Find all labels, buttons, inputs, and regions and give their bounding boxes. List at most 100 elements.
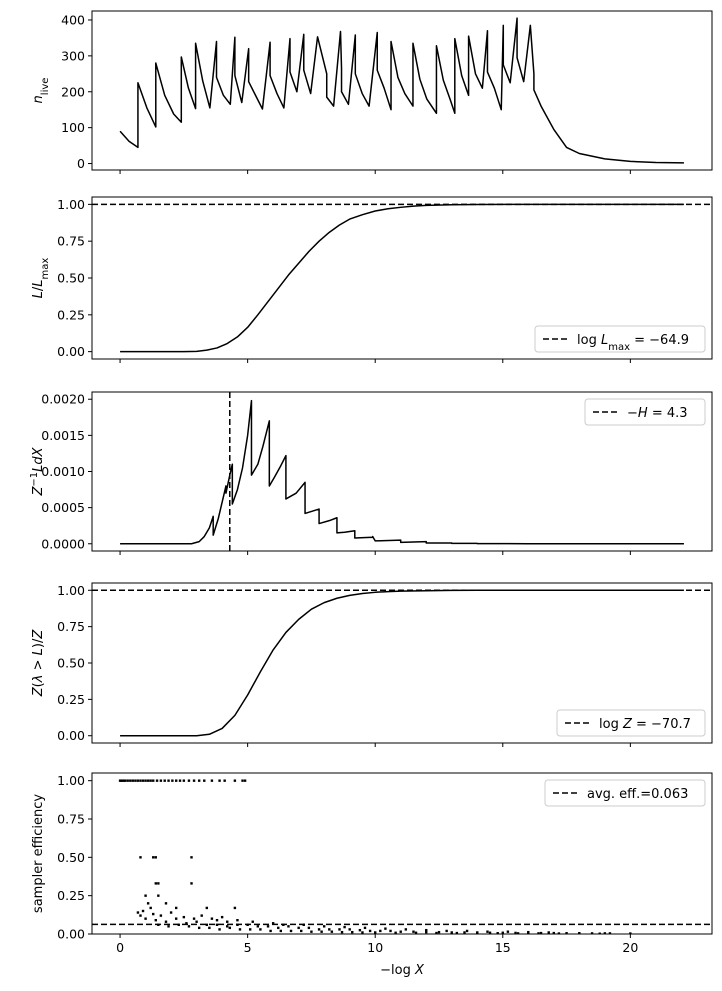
data-point bbox=[338, 928, 341, 931]
data-point bbox=[455, 931, 459, 934]
y-axis-label: Z(λ > L)/Z bbox=[31, 629, 46, 698]
data-point bbox=[144, 779, 147, 782]
data-point bbox=[277, 926, 280, 930]
data-point bbox=[496, 932, 499, 934]
data-point bbox=[205, 906, 209, 910]
data-point bbox=[187, 779, 191, 782]
data-point bbox=[136, 911, 140, 914]
y-tick-label: 1.00 bbox=[57, 583, 85, 598]
data-point bbox=[404, 928, 408, 931]
legend-label: log Lmax = −64.9 bbox=[577, 333, 689, 353]
data-point bbox=[159, 779, 163, 782]
data-point bbox=[208, 926, 211, 930]
y-tick-label: 0.75 bbox=[57, 619, 85, 634]
data-point bbox=[241, 779, 244, 782]
legend-box bbox=[584, 398, 706, 426]
data-point bbox=[287, 925, 290, 928]
data-point bbox=[144, 917, 147, 920]
data-point bbox=[236, 919, 239, 922]
data-point bbox=[514, 931, 517, 934]
series-line bbox=[120, 399, 684, 545]
y-tick-label: 0.0020 bbox=[41, 392, 85, 407]
data-point bbox=[463, 931, 466, 934]
legend: log Z = −70.7 bbox=[556, 709, 706, 737]
data-point bbox=[185, 922, 188, 925]
data-point bbox=[167, 779, 170, 782]
y-tick-label: 0.00 bbox=[57, 927, 85, 942]
x-tick-label: 20 bbox=[622, 940, 638, 955]
data-point bbox=[565, 932, 568, 934]
data-point bbox=[197, 926, 201, 930]
data-point bbox=[629, 932, 632, 934]
chart-panel-5: 0.00 0.25 0.50 0.75 1.00 0 5 10 15 20 sampler effi… bbox=[31, 772, 713, 955]
data-point bbox=[486, 930, 489, 933]
data-point bbox=[603, 932, 607, 934]
data-point bbox=[246, 923, 249, 926]
data-point bbox=[157, 894, 160, 897]
data-point bbox=[154, 919, 157, 922]
data-point bbox=[328, 928, 331, 931]
y-axis-label: sampler efficiency bbox=[31, 794, 46, 913]
data-point bbox=[174, 779, 178, 782]
data-point bbox=[192, 779, 196, 782]
data-point bbox=[445, 929, 448, 933]
data-point bbox=[279, 929, 283, 933]
data-point bbox=[552, 931, 556, 934]
legend-label: log Z = −70.7 bbox=[599, 717, 691, 732]
data-point bbox=[266, 925, 270, 928]
data-point bbox=[210, 917, 214, 920]
data-point bbox=[139, 914, 142, 917]
y-tick-label: 100 bbox=[61, 120, 85, 135]
data-point bbox=[141, 779, 145, 782]
data-point bbox=[152, 912, 155, 916]
data-point bbox=[516, 932, 520, 934]
data-point bbox=[320, 930, 323, 933]
data-point bbox=[368, 929, 372, 933]
data-point bbox=[358, 928, 362, 932]
data-point bbox=[289, 929, 293, 933]
data-point bbox=[243, 779, 247, 782]
data-point bbox=[233, 779, 237, 782]
data-point bbox=[363, 926, 367, 930]
data-point bbox=[139, 779, 142, 782]
y-tick-label: 0.0015 bbox=[41, 428, 85, 443]
data-point bbox=[152, 856, 155, 859]
data-point bbox=[322, 925, 326, 928]
data-point bbox=[399, 930, 402, 933]
y-tick-label: 300 bbox=[61, 48, 85, 63]
y-tick-label: 400 bbox=[61, 12, 85, 27]
chart-panel-1: 0 100 200 300 400 nlive bbox=[31, 10, 713, 174]
data-point bbox=[177, 923, 180, 926]
data-point bbox=[351, 930, 354, 934]
data-point bbox=[205, 923, 209, 926]
y-tick-label: 0.50 bbox=[57, 271, 85, 286]
x-tick-label: 10 bbox=[367, 940, 383, 955]
data-point bbox=[307, 926, 311, 930]
data-point bbox=[590, 932, 594, 934]
data-point bbox=[197, 779, 201, 782]
data-point bbox=[223, 779, 226, 782]
data-point bbox=[167, 925, 170, 928]
legend-box bbox=[544, 779, 706, 807]
data-point bbox=[425, 928, 428, 932]
data-point bbox=[488, 931, 492, 934]
data-point bbox=[374, 931, 377, 934]
data-point bbox=[414, 931, 418, 934]
data-point bbox=[537, 932, 540, 934]
y-tick-label: 1.00 bbox=[57, 197, 85, 212]
data-point bbox=[578, 932, 581, 934]
data-point bbox=[238, 928, 242, 931]
plot-frame bbox=[91, 10, 713, 171]
data-point bbox=[259, 928, 262, 931]
data-point bbox=[122, 779, 126, 782]
data-point bbox=[226, 920, 229, 923]
data-point bbox=[169, 911, 173, 914]
data-point bbox=[146, 902, 150, 905]
data-point bbox=[192, 917, 196, 920]
data-point bbox=[394, 931, 397, 934]
data-point bbox=[141, 909, 145, 913]
data-point bbox=[195, 920, 198, 923]
data-point bbox=[282, 923, 285, 926]
legend: log Lmax = −64.9 bbox=[534, 325, 706, 353]
